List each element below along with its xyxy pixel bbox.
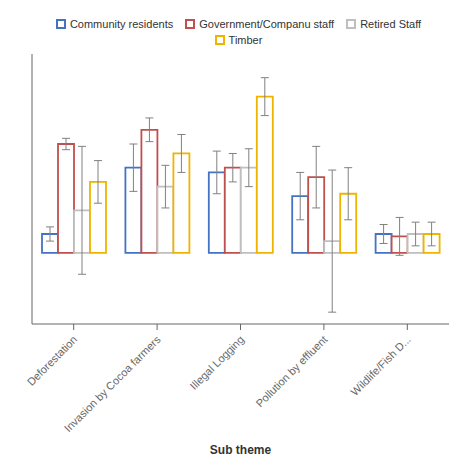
html-text:Timber: Timber	[228, 34, 263, 46]
svg-text:Invasion by Cocoa farmers: Invasion by Cocoa farmers	[62, 333, 163, 434]
svg-text:Wildlife/Fish D...: Wildlife/Fish D...	[348, 333, 413, 398]
svg-text:Sub theme: Sub theme	[210, 443, 272, 457]
html-text:Government/Companu staff: Government/Companu staff	[199, 18, 335, 30]
svg-text:Pollution by effluent: Pollution by effluent	[253, 333, 329, 409]
svg-text:Illegal Logging: Illegal Logging	[188, 333, 247, 392]
html-text:Retired Staff: Retired Staff	[360, 18, 422, 30]
html-text:Community residents: Community residents	[69, 18, 174, 30]
svg-text:Deforestation: Deforestation	[25, 333, 80, 388]
